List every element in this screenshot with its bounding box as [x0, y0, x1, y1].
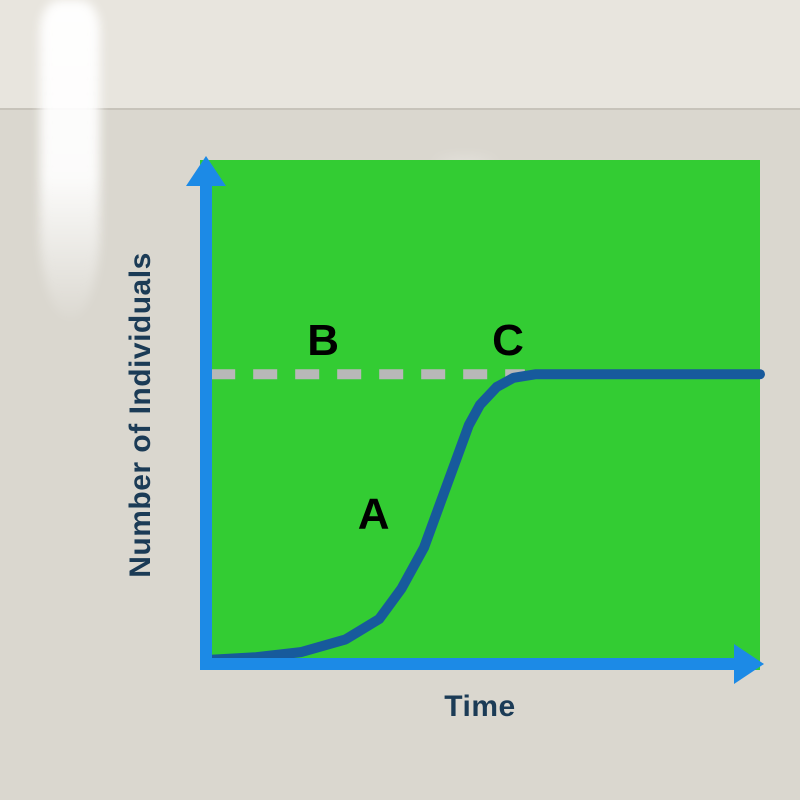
screen-glare-left [40, 0, 100, 320]
annotation-b: B [307, 316, 339, 365]
logistic-growth-chart: Number of Individuals A B C Time [120, 160, 760, 750]
annotation-c: C [492, 316, 524, 365]
top-strip [0, 0, 800, 110]
annotation-a: A [358, 490, 390, 539]
plot-area: A B C [200, 160, 760, 670]
x-axis-label-text: Time [444, 690, 515, 723]
chart-svg: A B C [200, 160, 760, 670]
y-axis-label: Number of Individuals [120, 160, 162, 670]
x-axis-label: Time [200, 690, 760, 724]
y-axis-label-text: Number of Individuals [124, 252, 158, 578]
